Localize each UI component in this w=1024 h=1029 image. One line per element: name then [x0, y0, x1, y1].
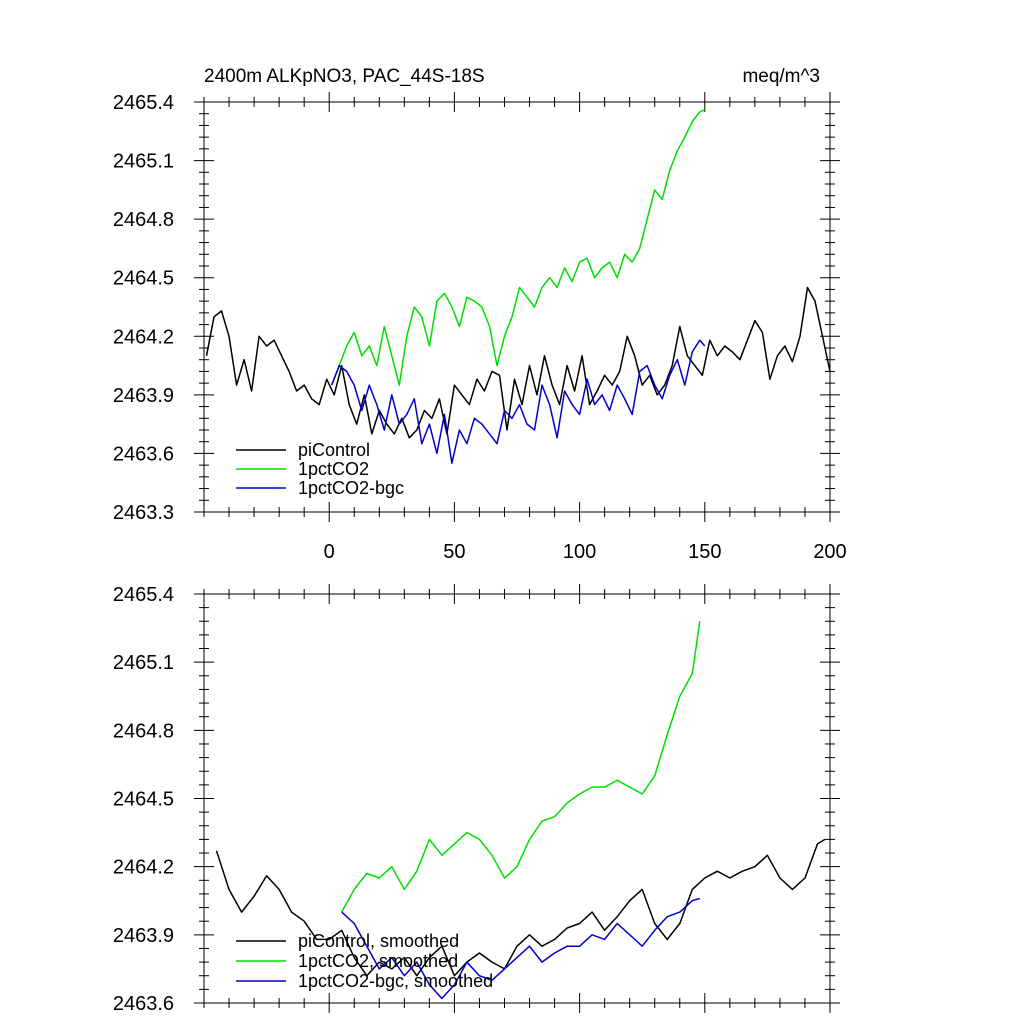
y-tick-label: 2463.9	[113, 925, 174, 947]
chart-title: 2400m ALKpNO3, PAC_44S-18S	[204, 66, 485, 87]
top-panel: 0 50 100 150 200 2463.3 2463.6 2463.9 2464.2 2464…	[113, 66, 847, 563]
legend-label: 1pctCO2	[298, 459, 369, 479]
y-tick-label: 2465.1	[113, 652, 174, 674]
x-tick-label: 0	[324, 541, 335, 563]
y-tick-label: 2465.1	[113, 151, 174, 173]
series-line-2	[331, 339, 706, 464]
legend-label: 1pctCO2-bgc, smoothed	[298, 971, 493, 991]
y-tick-label: 2464.2	[113, 326, 174, 348]
y-tick-label: 2464.5	[113, 789, 174, 811]
x-tick-label: 200	[813, 541, 846, 563]
legend-label: piControl	[298, 440, 370, 460]
x-tick-label: 100	[563, 541, 596, 563]
y-tick-label: 2464.5	[113, 268, 174, 290]
series-line-0	[215, 838, 826, 977]
legend-label: 1pctCO2, smoothed	[298, 951, 458, 971]
y-tick-label: 2463.9	[113, 385, 174, 407]
series-line-0	[205, 286, 831, 439]
y-tick-label: 2463.3	[113, 502, 174, 524]
bottom-panel: 2463.6 2463.9 2464.2 2464.5 2464.8 2465.1 2465…	[113, 584, 840, 1015]
series-line-1	[331, 109, 706, 386]
plot-frame	[203, 101, 831, 513]
y-tick-label: 2463.6	[113, 993, 174, 1015]
y-tick-label: 2464.8	[113, 209, 174, 231]
x-tick-label: 150	[688, 541, 721, 563]
legend-label: 1pctCO2-bgc	[298, 478, 404, 498]
x-tick-label: 50	[443, 541, 465, 563]
legend-label: piControl, smoothed	[298, 931, 459, 951]
series-line-1	[341, 621, 701, 913]
series-line-2	[341, 897, 701, 1000]
y-tick-label: 2463.6	[113, 443, 174, 465]
units-label: meq/m^3	[742, 66, 820, 87]
y-tick-label: 2465.4	[113, 92, 174, 114]
y-tick-label: 2465.4	[113, 584, 174, 606]
y-tick-label: 2464.8	[113, 720, 174, 742]
y-tick-label: 2464.2	[113, 857, 174, 879]
